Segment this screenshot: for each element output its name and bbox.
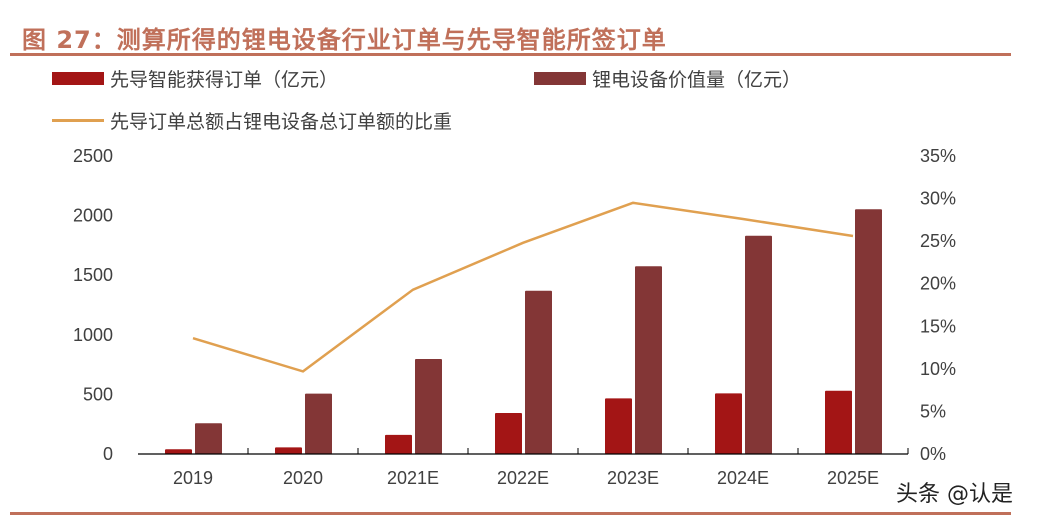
bar-orders [715, 393, 742, 454]
bottom-rule [10, 512, 1011, 515]
y-right-tick-label: 35% [920, 146, 956, 166]
x-tick-label: 2023E [607, 468, 659, 488]
x-tick-label: 2020 [283, 468, 323, 488]
legend-item-value: 锂电设备价值量（亿元） [534, 65, 801, 92]
bar-orders [165, 449, 192, 454]
legend-label: 先导订单总额占锂电设备总订单额的比重 [110, 111, 453, 133]
legend-item-share: 先导订单总额占锂电设备总订单额的比重 [52, 107, 452, 134]
y-right-tick-label: 0% [920, 444, 946, 464]
y-right-tick-label: 10% [920, 359, 956, 379]
y-right-tick-label: 30% [920, 189, 956, 209]
legend-label: 先导智能获得订单（亿元） [110, 69, 339, 91]
bar-orders [605, 398, 632, 454]
x-tick-label: 2025E [827, 468, 879, 488]
bar-value [195, 423, 222, 454]
x-tick-label: 2021E [387, 468, 439, 488]
bar-value [745, 235, 772, 454]
legend-label: 锂电设备价值量（亿元） [592, 69, 802, 91]
watermark: 头条 @认是 [896, 482, 1013, 507]
x-tick-label: 2022E [497, 468, 549, 488]
bar-value [415, 358, 442, 454]
y-right-tick-label: 20% [920, 274, 956, 294]
x-tick-label: 2024E [717, 468, 769, 488]
bar-value [525, 290, 552, 454]
legend-item-orders: 先导智能获得订单（亿元） [52, 65, 338, 92]
bar-orders [825, 390, 852, 454]
y-right-tick-label: 15% [920, 316, 956, 336]
legend-swatch [534, 72, 586, 85]
bar-orders [385, 434, 412, 454]
bar-value [635, 266, 662, 454]
bar-orders [495, 412, 522, 454]
bar-value [305, 393, 332, 454]
bar-orders [275, 447, 302, 454]
legend-swatch [52, 119, 104, 122]
y-left-tick-label: 1000 [73, 325, 113, 345]
bar-value [855, 209, 882, 454]
title-rule [10, 53, 1011, 56]
legend-swatch [52, 72, 104, 85]
y-left-tick-label: 2000 [73, 206, 113, 226]
y-left-tick-label: 0 [103, 444, 113, 464]
x-tick-label: 2019 [173, 468, 213, 488]
figure-title: 图 27：测算所得的锂电设备行业订单与先导智能所签订单 [22, 26, 667, 54]
y-left-tick-label: 2500 [73, 146, 113, 166]
y-left-tick-label: 1500 [73, 265, 113, 285]
y-right-tick-label: 25% [920, 231, 956, 251]
y-right-tick-label: 5% [920, 401, 946, 421]
y-left-tick-label: 500 [83, 384, 113, 404]
